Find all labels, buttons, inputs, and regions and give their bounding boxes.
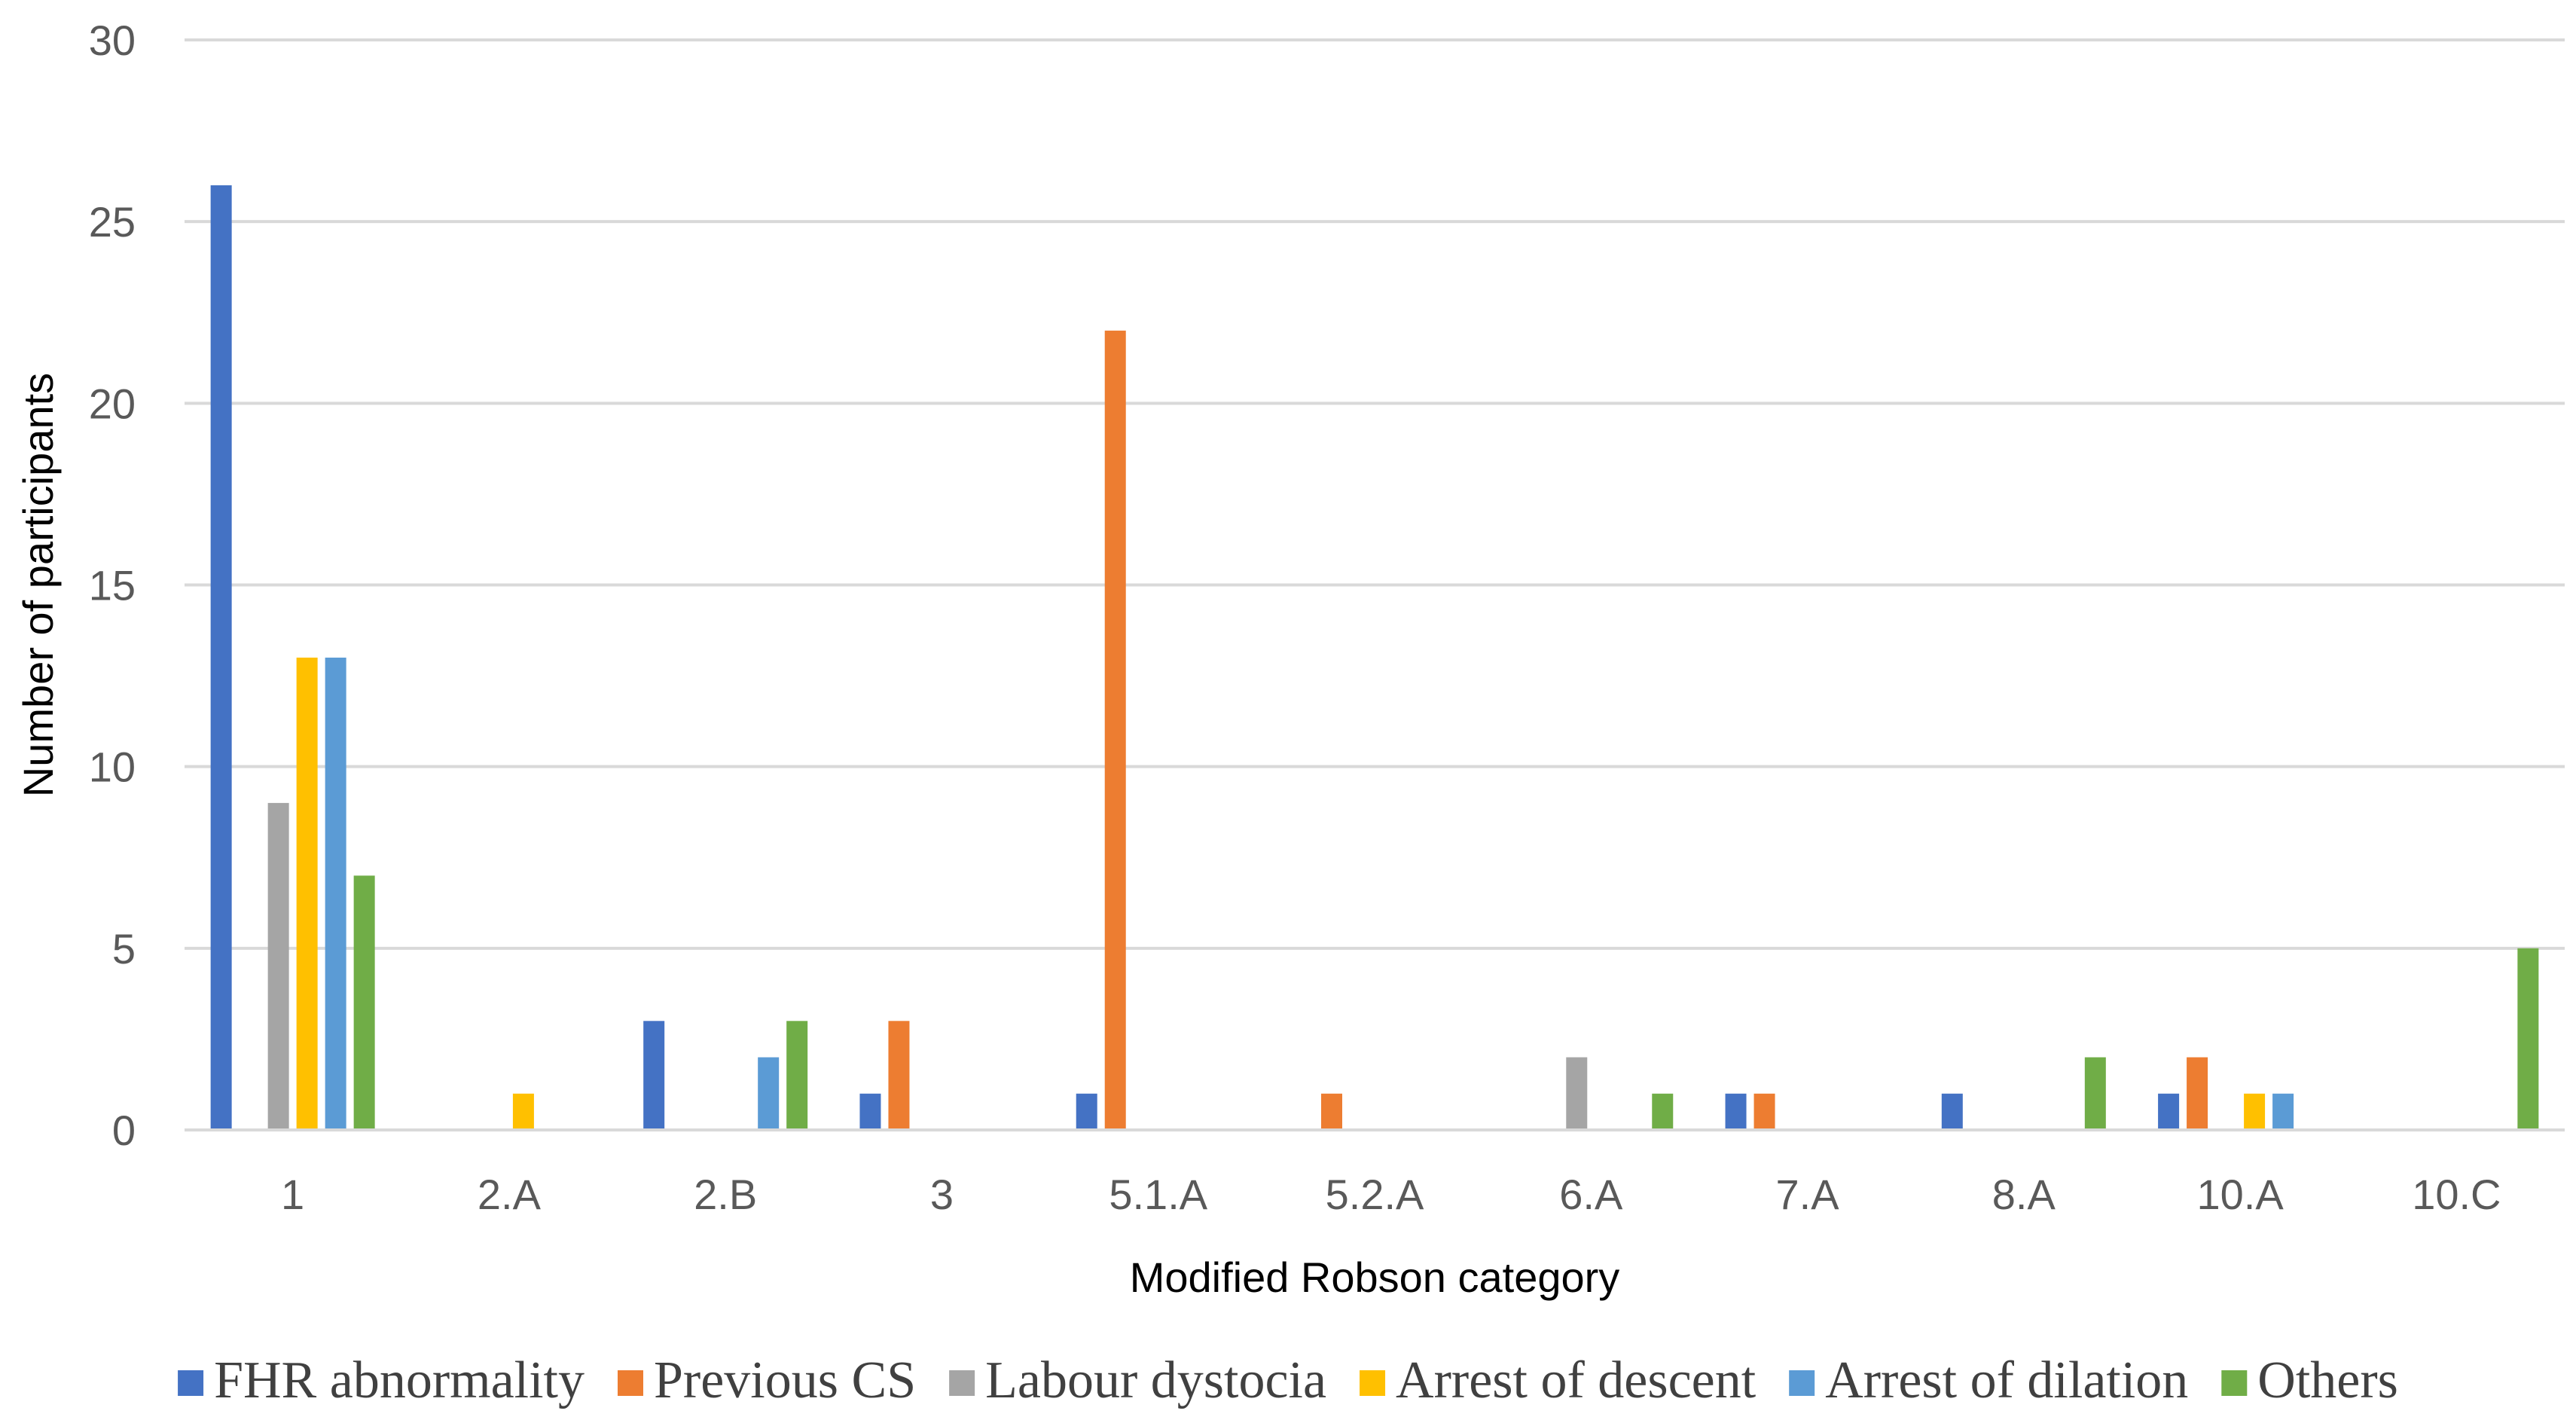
legend-label: Arrest of dilation xyxy=(1825,1351,2188,1409)
x-tick-label: 7.A xyxy=(1776,1171,1840,1218)
legend-label: FHR abnormality xyxy=(214,1351,584,1409)
y-tick-label: 5 xyxy=(112,925,136,973)
bar-arrest-of-descent-2-A xyxy=(512,1093,534,1130)
x-tick-label: 6.A xyxy=(1559,1171,1623,1218)
bar-previous-cs-5-1-A xyxy=(1104,330,1126,1130)
bar-fhr-abnormality-3 xyxy=(859,1093,881,1130)
x-tick-label: 8.A xyxy=(1992,1171,2056,1218)
x-tick-label: 3 xyxy=(930,1171,954,1218)
legend-item-arrest-of-descent: Arrest of descent xyxy=(1360,1351,1757,1409)
x-axis-title: Modified Robson category xyxy=(1130,1254,1620,1301)
y-axis-title: Number of participants xyxy=(14,373,62,797)
y-tick-label: 0 xyxy=(112,1107,136,1154)
bar-others-1 xyxy=(353,875,375,1130)
legend-swatch xyxy=(618,1370,643,1396)
bar-previous-cs-10-A xyxy=(2187,1057,2208,1130)
x-tick-label: 1 xyxy=(281,1171,304,1218)
bar-arrest-of-dilation-10-A xyxy=(2272,1093,2294,1130)
bar-arrest-of-dilation-2-B xyxy=(758,1057,780,1130)
legend-swatch xyxy=(1360,1370,1386,1396)
bar-fhr-abnormality-2-B xyxy=(643,1021,665,1130)
legend-item-labour-dystocia: Labour dystocia xyxy=(949,1351,1326,1409)
legend-item-others: Others xyxy=(2221,1351,2398,1409)
y-axis-ticks: 0 5 10 15 20 25 30 xyxy=(89,17,136,1154)
bar-labour-dystocia-1 xyxy=(267,802,289,1130)
bar-fhr-abnormality-10-A xyxy=(2158,1093,2180,1130)
y-tick-label: 30 xyxy=(89,17,136,64)
legend-swatch xyxy=(949,1370,975,1396)
x-axis-ticks: 1 2.A 2.B 3 5.1.A 5.2.A 6.A 7.A 8.A 10.A 10.C xyxy=(281,1171,2501,1218)
legend-item-previous-cs: Previous CS xyxy=(618,1351,916,1409)
bar-others-2-B xyxy=(786,1021,808,1130)
bar-fhr-abnormality-8-A xyxy=(1941,1093,1963,1130)
x-tick-label: 2.A xyxy=(478,1171,542,1218)
y-tick-label: 20 xyxy=(89,380,136,427)
x-tick-label: 10.A xyxy=(2196,1171,2284,1218)
legend-swatch xyxy=(178,1370,204,1396)
bar-arrest-of-dilation-1 xyxy=(325,657,346,1130)
bar-others-10-C xyxy=(2517,948,2539,1130)
y-tick-label: 15 xyxy=(89,562,136,609)
bar-previous-cs-7-A xyxy=(1753,1093,1775,1130)
bar-fhr-abnormality-1 xyxy=(210,185,232,1130)
bar-labour-dystocia-6-A xyxy=(1566,1057,1588,1130)
legend-label: Others xyxy=(2257,1351,2398,1409)
x-tick-label: 5.2.A xyxy=(1326,1171,1424,1218)
legend-swatch xyxy=(2221,1370,2248,1396)
x-tick-label: 10.C xyxy=(2412,1171,2501,1218)
legend-item-arrest-of-dilation: Arrest of dilation xyxy=(1789,1351,2188,1409)
y-tick-label: 10 xyxy=(89,744,136,791)
legend-swatch xyxy=(1789,1370,1815,1396)
legend-label: Arrest of descent xyxy=(1396,1351,1757,1409)
legend-label: Previous CS xyxy=(654,1351,916,1409)
bars xyxy=(210,185,2539,1130)
bar-arrest-of-descent-1 xyxy=(296,657,318,1130)
legend-item-fhr-abnormality: FHR abnormality xyxy=(178,1351,584,1409)
bar-others-8-A xyxy=(2084,1057,2106,1130)
bar-fhr-abnormality-7-A xyxy=(1725,1093,1747,1130)
y-tick-label: 25 xyxy=(89,198,136,246)
bar-previous-cs-5-2-A xyxy=(1321,1093,1342,1130)
x-tick-label: 2.B xyxy=(694,1171,757,1218)
bar-arrest-of-descent-10-A xyxy=(2244,1093,2266,1130)
legend-label: Labour dystocia xyxy=(985,1351,1326,1409)
bar-fhr-abnormality-5-1-A xyxy=(1076,1093,1097,1130)
x-tick-label: 5.1.A xyxy=(1109,1171,1207,1218)
gridlines xyxy=(185,38,2565,950)
bar-previous-cs-3 xyxy=(888,1021,910,1130)
bar-others-6-A xyxy=(1652,1093,1674,1130)
legend: FHR abnormality Previous CS Labour dystoci… xyxy=(178,1351,2398,1409)
